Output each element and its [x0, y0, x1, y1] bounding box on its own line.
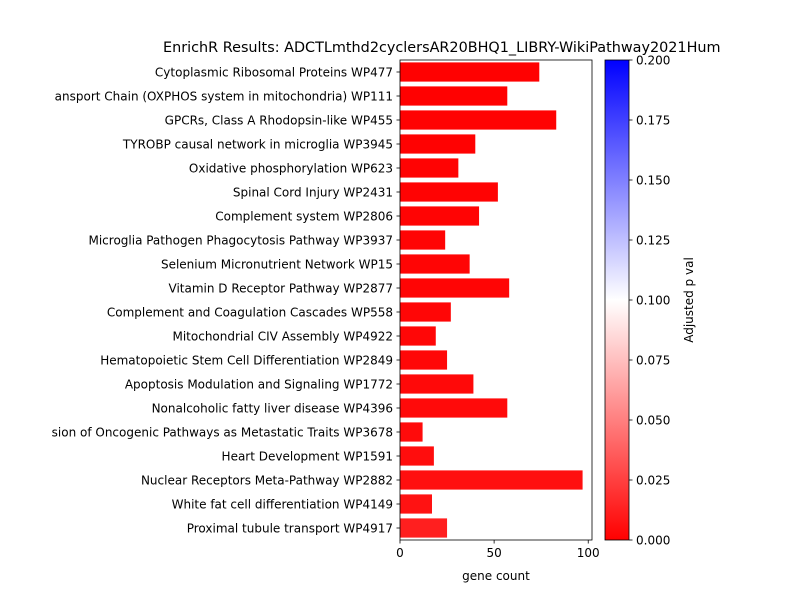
y-tick-label: Heart Development WP1591 [222, 449, 393, 463]
y-tick-label: Selenium Micronutrient Network WP15 [161, 257, 393, 271]
bar [400, 134, 476, 154]
y-tick-label: Mitochondrial CIV Assembly WP4922 [172, 329, 393, 343]
colorbar-tick-label: 0.000 [636, 533, 670, 547]
colorbar-tick-label: 0.050 [636, 413, 670, 427]
colorbar-tick-label: 0.175 [636, 113, 670, 127]
colorbar-tick-label: 0.075 [636, 353, 670, 367]
y-tick-label: ansport Chain (OXPHOS system in mitochon… [55, 89, 393, 103]
x-tick-label: 0 [396, 546, 404, 560]
x-tick-label: 100 [577, 546, 600, 560]
y-tick-label: Vitamin D Receptor Pathway WP2877 [169, 281, 394, 295]
colorbar-ticks: 0.000 0.025 0.050 0.075 0.100 0.125 0.150 0.175… [629, 53, 670, 547]
y-tick-label: Microglia Pathogen Phagocytosis Pathway … [88, 233, 393, 247]
y-tick-label: Cytoplasmic Ribosomal Proteins WP477 [155, 65, 393, 79]
bar [400, 374, 474, 394]
plot-frame [399, 59, 593, 541]
y-tick-label: White fat cell differentiation WP4149 [172, 497, 393, 511]
bar [400, 518, 448, 538]
y-tick-label: Complement and Coagulation Cascades WP55… [107, 305, 393, 319]
bar [400, 302, 451, 322]
bar [400, 110, 557, 130]
chart-title: EnrichR Results: ADCTLmthd2cyclersAR20BH… [163, 40, 721, 56]
y-tick-label: sion of Oncogenic Pathways as Metastatic… [52, 425, 393, 439]
bar [400, 446, 434, 466]
bar [400, 494, 432, 514]
bar [400, 86, 508, 106]
bar [400, 350, 448, 370]
x-tick-label: 50 [486, 546, 501, 560]
bar [400, 182, 498, 202]
bar [400, 62, 540, 82]
colorbar-label: Adjusted p val [682, 257, 696, 343]
colorbar-tick-label: 0.200 [636, 53, 670, 67]
bar [400, 422, 423, 442]
bar [400, 158, 459, 178]
colorbar-tick-label: 0.125 [636, 233, 670, 247]
y-tick-label: TYROBP causal network in microglia WP394… [122, 137, 393, 151]
bar [400, 398, 508, 418]
bar [400, 206, 480, 226]
bar-group [400, 62, 583, 538]
bar [400, 326, 436, 346]
y-tick-label: Complement system WP2806 [215, 209, 393, 223]
y-tick-label: Nuclear Receptors Meta-Pathway WP2882 [141, 473, 393, 487]
y-tick-label: Apoptosis Modulation and Signaling WP177… [125, 377, 393, 391]
colorbar-tick-label: 0.100 [636, 293, 670, 307]
y-tick-label: Proximal tubule transport WP4917 [187, 521, 393, 535]
bar [400, 230, 446, 250]
colorbar-tick-label: 0.025 [636, 473, 670, 487]
y-tick-labels: Cytoplasmic Ribosomal Proteins WP477 ansp… [52, 65, 400, 535]
x-axis: 0 50 100 [396, 540, 600, 560]
y-tick-label: Hematopoietic Stem Cell Differentiation … [100, 353, 393, 367]
y-tick-label: Spinal Cord Injury WP2431 [233, 185, 393, 199]
bar [400, 470, 583, 490]
x-axis-label: gene count [462, 569, 530, 583]
y-tick-label: GPCRs, Class A Rhodopsin-like WP455 [165, 113, 393, 127]
y-tick-label: Nonalcoholic fatty liver disease WP4396 [152, 401, 393, 415]
bar [400, 254, 470, 274]
colorbar [604, 59, 630, 541]
y-tick-label: Oxidative phosphorylation WP623 [189, 161, 393, 175]
colorbar-tick-label: 0.150 [636, 173, 670, 187]
bar [400, 278, 510, 298]
